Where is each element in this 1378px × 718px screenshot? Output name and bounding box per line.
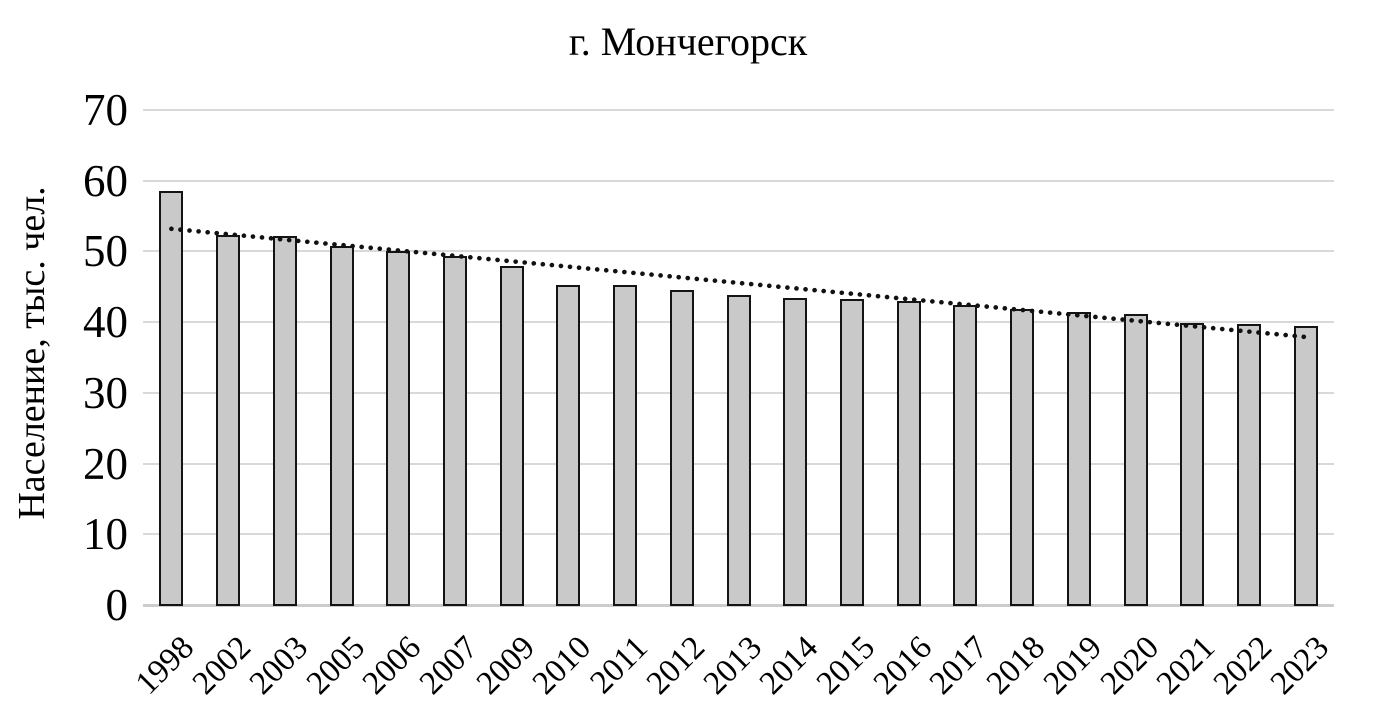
- bar-2020: [1123, 314, 1148, 606]
- y-tick-label-10: 10: [83, 509, 128, 560]
- x-tick-label-2022: 2022: [1206, 629, 1279, 702]
- y-tick-label-40: 40: [83, 297, 128, 348]
- x-tick-label-2019: 2019: [1036, 629, 1109, 702]
- gridline-50: [143, 250, 1334, 253]
- x-tick-label-1998: 1998: [129, 629, 202, 702]
- gridline-60: [143, 179, 1334, 182]
- x-tick-label-2018: 2018: [979, 629, 1053, 702]
- x-tick-label-2016: 2016: [866, 629, 939, 702]
- bar-2009: [499, 265, 524, 606]
- x-tick-label-2013: 2013: [696, 629, 769, 702]
- x-tick-label-2006: 2006: [356, 629, 429, 702]
- gridline-70: [143, 109, 1334, 111]
- y-tick-label-0: 0: [105, 580, 129, 630]
- x-tick-label-2003: 2003: [242, 629, 315, 702]
- bar-2012: [669, 289, 694, 606]
- x-tick-label-2015: 2015: [809, 629, 882, 702]
- x-tick-label-2009: 2009: [469, 629, 542, 702]
- bar-2015: [839, 298, 864, 606]
- bar-2023: [1293, 326, 1318, 606]
- bar-1998: [159, 190, 184, 606]
- bar-2007: [442, 256, 467, 606]
- bar-2002: [216, 235, 241, 606]
- y-tick-label-30: 30: [83, 367, 128, 418]
- x-tick-label-2002: 2002: [185, 629, 259, 702]
- bar-2013: [726, 294, 751, 606]
- bar-2014: [783, 298, 808, 606]
- x-tick-label-2012: 2012: [639, 629, 712, 702]
- bar-2019: [1066, 312, 1091, 606]
- x-tick-label-2020: 2020: [1093, 629, 1166, 702]
- chart-title: г. Мончегорск: [568, 19, 808, 64]
- bar-2006: [386, 250, 411, 606]
- y-tick-label-50: 50: [83, 226, 128, 277]
- bar-2017: [953, 305, 978, 606]
- x-tick-label-2007: 2007: [412, 629, 485, 702]
- bar-2010: [556, 284, 581, 606]
- y-tick-label-60: 60: [83, 155, 128, 206]
- x-tick-label-2010: 2010: [526, 629, 599, 702]
- x-tick-label-2005: 2005: [299, 629, 372, 702]
- y-tick-label-20: 20: [83, 438, 128, 489]
- bar-2005: [329, 246, 354, 606]
- x-tick-label-2021: 2021: [1150, 629, 1223, 702]
- bar-2022: [1236, 323, 1261, 606]
- bar-2003: [272, 235, 297, 606]
- bar-2011: [613, 284, 638, 606]
- x-tick-label-2017: 2017: [923, 629, 996, 702]
- bar-2018: [1010, 309, 1035, 606]
- x-tick-label-2014: 2014: [753, 629, 826, 702]
- x-tick-label-2011: 2011: [583, 629, 656, 701]
- bar-2016: [896, 300, 921, 606]
- x-tick-label-2023: 2023: [1263, 629, 1336, 702]
- y-tick-label-70: 70: [83, 85, 128, 135]
- bar-2021: [1180, 322, 1205, 606]
